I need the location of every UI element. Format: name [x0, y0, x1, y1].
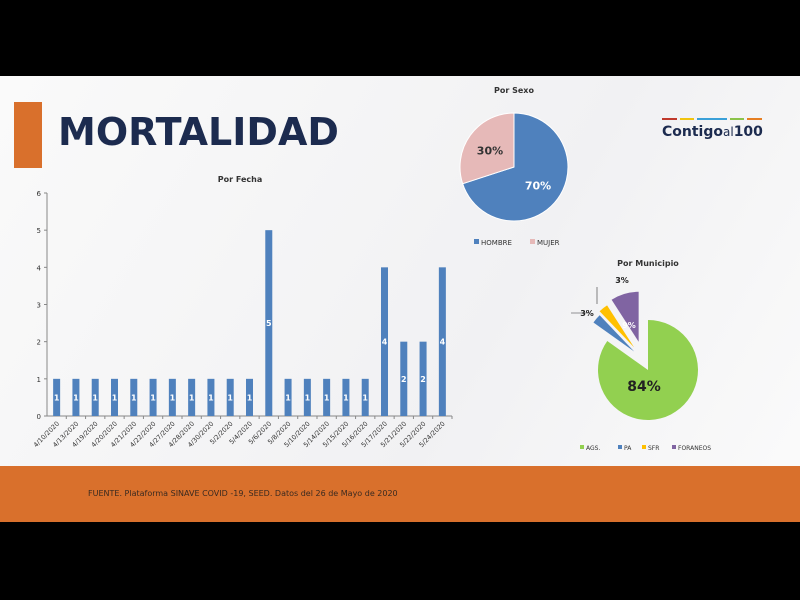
bar-data-label: 1	[362, 393, 368, 402]
pie-slice-pa	[593, 315, 635, 352]
pie-data-label: 9%	[622, 321, 636, 330]
bar	[361, 378, 369, 416]
bar	[323, 378, 331, 416]
legend-swatch	[618, 445, 622, 449]
legend-label: HOMBRE	[481, 239, 512, 247]
bar	[342, 378, 350, 416]
y-tick-label: 0	[37, 413, 41, 421]
bar	[419, 341, 427, 416]
pie-data-label: 70%	[525, 179, 551, 192]
bar-data-label: 1	[208, 393, 214, 402]
bar-data-label: 2	[420, 375, 426, 384]
pie-data-label: 84%	[627, 379, 661, 395]
bar-chart-title: Por Fecha	[218, 175, 263, 184]
page-title: MORTALIDAD	[58, 110, 339, 154]
pie-slice-mujer	[459, 112, 515, 185]
bar	[265, 230, 273, 416]
municipio-pie-chart: 84% 3% 3% 9% AGS. PA SFR FORANEOS	[571, 276, 711, 452]
pie-data-label: 3%	[580, 309, 594, 318]
bar	[149, 378, 157, 416]
legend-swatch	[672, 445, 676, 449]
pie-slice-sfr	[599, 305, 635, 348]
orange-accent-bar	[14, 102, 42, 168]
bar	[226, 378, 234, 416]
bar-data-label: 1	[227, 393, 233, 402]
bar-data-label: 4	[382, 338, 388, 347]
contigo-al-100-logo: Contigoal100	[662, 118, 763, 140]
y-tick-label: 6	[37, 190, 42, 198]
bar-data-label: 1	[54, 393, 60, 402]
bar	[207, 378, 215, 416]
bar-data-label: 1	[247, 393, 253, 402]
pie-slice-foraneos	[611, 291, 639, 342]
bar-data-label: 2	[401, 375, 407, 384]
bar-data-label: 1	[343, 393, 349, 402]
bar	[91, 378, 99, 416]
bar-data-label: 1	[170, 393, 176, 402]
y-tick-label: 3	[37, 302, 41, 310]
bar-data-label: 1	[131, 393, 137, 402]
pie-slice-hombre	[462, 112, 569, 222]
bar-data-label: 1	[150, 393, 156, 402]
bar	[246, 378, 253, 416]
bar-data-label: 5	[266, 319, 272, 328]
bar	[438, 267, 446, 416]
y-tick-label: 5	[37, 227, 41, 235]
bar	[130, 378, 138, 416]
y-tick-label: 1	[37, 376, 41, 384]
bar	[303, 378, 311, 416]
bar	[400, 341, 408, 416]
legend-label: MUJER	[537, 239, 560, 247]
legend-label: AGS.	[586, 445, 600, 452]
legend-swatch	[474, 239, 479, 244]
slide: MORTALIDAD Contigoal100 FUENTE. Platafor…	[0, 76, 800, 522]
footer-band: FUENTE. Plataforma SINAVE COVID -19, SEE…	[0, 466, 800, 522]
bar-data-label: 1	[189, 393, 195, 402]
bar	[381, 267, 388, 416]
legend-label: PA	[624, 445, 632, 452]
bar	[53, 378, 61, 416]
bar-data-label: 1	[324, 393, 330, 402]
legend-label: FORANEOS	[678, 445, 711, 452]
bar	[111, 378, 118, 416]
legend-label: SFR	[648, 445, 659, 452]
legend-swatch	[580, 445, 584, 449]
legend-swatch	[642, 445, 646, 449]
pie-data-label: 30%	[477, 145, 503, 158]
bar-data-label: 4	[440, 338, 446, 347]
sex-pie-title: Por Sexo	[494, 86, 534, 95]
pie-slice-ags	[597, 320, 698, 420]
bar-chart: 012345614/10/202014/13/202014/19/202014/…	[32, 190, 453, 449]
bar	[284, 378, 292, 416]
sex-pie-chart: 70% 30% HOMBRE MUJER	[459, 112, 569, 247]
y-tick-label: 2	[37, 339, 41, 347]
bar	[72, 378, 80, 416]
municipio-pie-title: Por Municipio	[617, 259, 679, 268]
legend-swatch	[530, 239, 535, 244]
source-note: FUENTE. Plataforma SINAVE COVID -19, SEE…	[88, 489, 398, 498]
bar-data-label: 1	[92, 393, 98, 402]
bar-data-label: 1	[112, 393, 118, 402]
bar-data-label: 1	[73, 393, 79, 402]
bar-data-label: 1	[285, 393, 291, 402]
bar	[168, 378, 176, 416]
pie-data-label: 3%	[615, 276, 629, 285]
bar	[188, 378, 196, 416]
bar-data-label: 1	[305, 393, 311, 402]
y-tick-label: 4	[37, 264, 42, 272]
